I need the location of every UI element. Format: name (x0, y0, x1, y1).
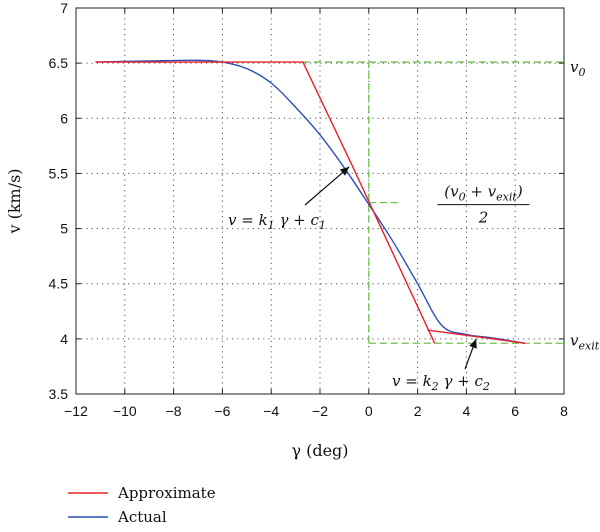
series-approximate-segment-2 (427, 329, 526, 344)
fraction-denominator: 2 (478, 209, 489, 227)
equation-1-arrow (304, 166, 350, 206)
x-axis-ticks: −12 −10 −8 −6 −4 −2 0 2 4 6 8 (64, 8, 568, 419)
y-tick-label: 5 (60, 221, 68, 237)
fraction-numerator: (v0 + vexit) (444, 183, 523, 204)
mean-velocity-annotation: (v0 + vexit) 2 (437, 183, 530, 227)
legend-label-approximate: Approximate (117, 484, 216, 502)
x-tick-label: −6 (214, 403, 230, 419)
y-tick-label: 7 (60, 0, 68, 16)
legend: Approximate Actual (68, 484, 216, 526)
equation-2-arrowhead (469, 338, 477, 349)
x-axis-label: γ (deg) (291, 441, 348, 460)
vexit-label: vexit (570, 331, 600, 352)
x-tick-label: 2 (414, 403, 422, 419)
series-approximate-segment-1 (95, 61, 436, 344)
y-tick-label: 4 (60, 331, 68, 347)
x-tick-label: −8 (166, 403, 182, 419)
grid (76, 8, 564, 394)
y-axis-label: v (km/s) (5, 168, 24, 234)
x-tick-label: 8 (560, 403, 568, 419)
x-tick-label: 4 (463, 403, 471, 419)
x-tick-label: −12 (64, 403, 88, 419)
series-layer (95, 59, 526, 344)
x-tick-label: 0 (365, 403, 373, 419)
equation-2-label: v = k2 γ + c2 (392, 372, 490, 393)
y-tick-label: 6 (60, 110, 68, 126)
y-tick-label: 4.5 (49, 276, 69, 292)
x-tick-label: −4 (263, 403, 279, 419)
y-tick-label: 6.5 (49, 55, 69, 71)
legend-label-actual: Actual (117, 508, 167, 526)
equation-1-arrowhead (339, 166, 350, 176)
x-tick-label: 6 (511, 403, 519, 419)
v0-label: v0 (570, 58, 585, 79)
y-tick-label: 5.5 (49, 165, 69, 181)
y-axis-ticks: 3.5 4 4.5 5 5.5 6 6.5 7 (49, 0, 564, 402)
y-tick-label: 3.5 (49, 386, 69, 402)
x-tick-label: −10 (113, 403, 137, 419)
x-tick-label: −2 (312, 403, 328, 419)
equation-1-label: v = k1 γ + c1 (228, 211, 326, 232)
reference-lines (302, 61, 564, 344)
